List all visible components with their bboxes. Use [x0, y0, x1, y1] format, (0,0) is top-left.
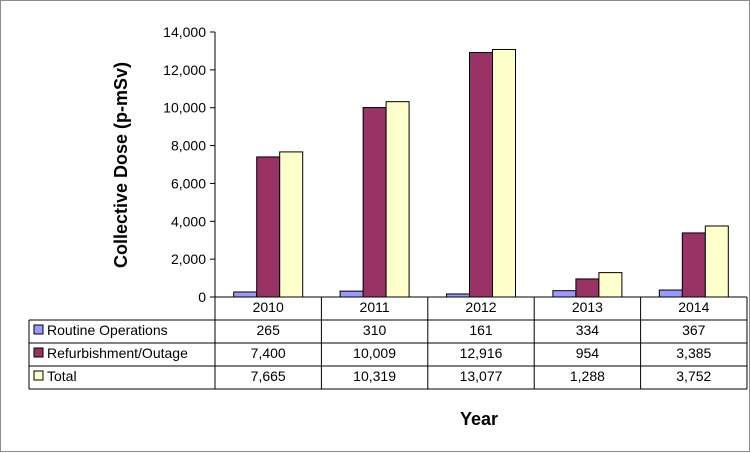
category-label-2010: 2010	[253, 299, 284, 315]
bar-routine-operations-2013	[552, 290, 577, 298]
data-label-refurbishment-outage-2012: 12,916	[460, 345, 503, 361]
y-tick-label: 12,000	[163, 62, 206, 78]
legend-key-routine-operations	[33, 324, 44, 335]
data-label-routine-operations-2010: 265	[257, 322, 281, 338]
y-tick-label: 0	[198, 289, 206, 305]
bar-refurbishment-outage-2010	[256, 156, 281, 298]
bar-refurbishment-outage-2012	[469, 52, 493, 298]
data-label-routine-operations-2012: 161	[469, 322, 493, 338]
data-label-routine-operations-2011: 310	[363, 322, 387, 338]
bar-total-2013	[598, 272, 623, 298]
data-label-routine-operations-2013: 334	[576, 322, 600, 338]
bar-refurbishment-outage-2014	[681, 232, 706, 298]
bar-routine-operations-2011	[339, 290, 364, 298]
data-table: 2010 2011 2012 2013 2014 Routine Operations 26…	[28, 296, 748, 390]
data-label-total-2012: 13,077	[460, 368, 503, 384]
bar-routine-operations-2014	[658, 289, 683, 298]
bars-layer	[233, 48, 729, 298]
category-label-2013: 2013	[572, 299, 603, 315]
data-label-refurbishment-outage-2010: 7,400	[251, 345, 286, 361]
data-label-refurbishment-outage-2014: 3,385	[676, 345, 711, 361]
data-label-total-2011: 10,319	[353, 368, 396, 384]
bar-refurbishment-outage-2011	[362, 107, 387, 298]
bar-total-2010	[279, 151, 304, 298]
category-label-2012: 2012	[465, 299, 496, 315]
data-label-total-2014: 3,752	[676, 368, 711, 384]
legend-key-total	[33, 370, 44, 381]
data-label-refurbishment-outage-2013: 954	[576, 345, 600, 361]
y-tick-label: 14,000	[163, 24, 206, 40]
legend-label-routine-operations: Routine Operations	[47, 322, 168, 338]
data-label-total-2010: 7,665	[251, 368, 286, 384]
bar-total-2011	[385, 101, 410, 298]
legend-key-refurbishment-outage	[33, 347, 44, 358]
y-tick-label: 4,000	[171, 213, 206, 229]
y-tick-label: 8,000	[171, 138, 206, 154]
y-tick-label: 2,000	[171, 251, 206, 267]
category-label-2014: 2014	[678, 299, 709, 315]
bar-refurbishment-outage-2013	[575, 278, 600, 298]
y-tick-label: 10,000	[163, 100, 206, 116]
bar-total-2012	[492, 48, 516, 298]
legend-label-refurbishment-outage: Refurbishment/Outage	[47, 345, 188, 361]
legend-label-total: Total	[47, 368, 77, 384]
y-tick-label: 6,000	[171, 175, 206, 191]
bar-total-2014	[704, 225, 729, 298]
bar-routine-operations-2010	[233, 291, 258, 298]
axis-layer: 0 2,000 4,000 6,000 8,000 10,000 12,000 14,000	[163, 24, 216, 305]
y-axis-label: Collective Dose (p-mSv)	[111, 62, 131, 268]
x-axis-label: Year	[460, 409, 498, 429]
data-label-refurbishment-outage-2011: 10,009	[353, 345, 396, 361]
data-label-total-2013: 1,288	[570, 368, 605, 384]
data-label-routine-operations-2014: 367	[682, 322, 706, 338]
category-label-2011: 2011	[360, 299, 390, 315]
